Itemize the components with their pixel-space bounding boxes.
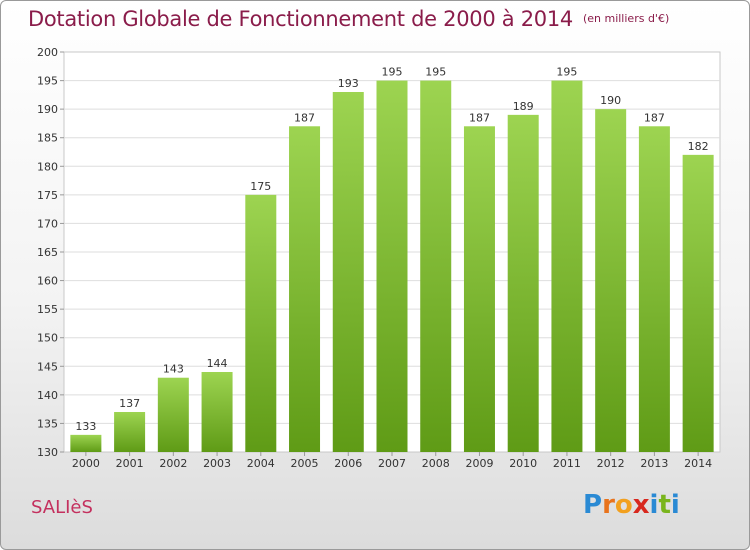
bar [463, 126, 495, 453]
x-tick-label: 2013 [640, 457, 668, 470]
x-axis-ticks: 2000 2001 2002 2003 2004 2005 2006 2007 2008 2009… [72, 452, 712, 470]
bar [507, 114, 539, 452]
bar-value-label: 193 [338, 77, 359, 90]
x-tick-label: 2002 [159, 457, 187, 470]
bar-value-label: 187 [294, 111, 315, 124]
x-tick-label: 2014 [684, 457, 712, 470]
y-tick-label: 150 [37, 332, 58, 345]
bar-value-label: 137 [119, 397, 140, 410]
bar [595, 109, 627, 453]
bar [289, 126, 321, 453]
y-axis-ticks: 130 135 140 145 150 155 160 165 170 175 180 185 190 1… [37, 46, 64, 459]
y-tick-label: 180 [37, 160, 58, 173]
x-tick-label: 2008 [422, 457, 450, 470]
bar [245, 194, 277, 452]
y-tick-label: 170 [37, 217, 58, 230]
bar-value-label: 187 [469, 111, 490, 124]
bar-value-label: 195 [556, 66, 577, 79]
logo-letter: i [649, 490, 659, 520]
y-tick-label: 175 [37, 189, 58, 202]
y-tick-label: 130 [37, 446, 58, 459]
bar-value-label: 143 [163, 363, 184, 376]
logo-letter: x [632, 490, 650, 520]
data-labels: 133 137 143 144 175 187 193 195 195 187 189 195 190 1… [75, 66, 708, 433]
x-tick-label: 2012 [597, 457, 625, 470]
y-tick-label: 200 [37, 46, 58, 59]
x-tick-label: 2001 [116, 457, 144, 470]
bar [682, 154, 714, 452]
chart-title: Dotation Globale de Fonctionnement de 20… [28, 7, 669, 31]
bar [332, 92, 364, 452]
bar-value-label: 175 [250, 180, 271, 193]
bar [157, 377, 189, 452]
bar [551, 80, 583, 453]
bar-value-label: 195 [425, 66, 446, 79]
x-tick-label: 2011 [553, 457, 581, 470]
chart-unit: (en milliers d'€) [582, 12, 670, 25]
x-tick-label: 2009 [465, 457, 493, 470]
bar [638, 126, 670, 453]
y-tick-label: 190 [37, 103, 58, 116]
proxiti-logo[interactable]: Proxiti [583, 490, 680, 520]
bar-value-label: 182 [688, 140, 709, 153]
bar [114, 412, 146, 452]
bar [376, 80, 408, 453]
y-tick-label: 140 [37, 389, 58, 402]
x-tick-label: 2005 [291, 457, 319, 470]
bar [70, 434, 102, 452]
y-tick-label: 155 [37, 303, 58, 316]
chart-title-text: Dotation Globale de Fonctionnement de 20… [28, 7, 573, 31]
x-tick-label: 2007 [378, 457, 406, 470]
y-tick-label: 160 [37, 275, 58, 288]
bar-value-label: 195 [382, 66, 403, 79]
logo-letter: i [670, 490, 680, 520]
x-tick-label: 2000 [72, 457, 100, 470]
y-tick-label: 145 [37, 360, 58, 373]
logo-letter: P [583, 490, 603, 520]
logo-letter: o [614, 490, 633, 520]
bar [420, 80, 452, 453]
bars [70, 80, 714, 453]
bar [201, 372, 233, 452]
logo-letter: r [602, 490, 615, 520]
bar-value-label: 189 [513, 100, 534, 113]
x-tick-label: 2006 [334, 457, 362, 470]
town-name: SALIèS [31, 497, 93, 518]
logo-letter: t [658, 490, 671, 520]
y-tick-label: 195 [37, 75, 58, 88]
bar-value-label: 187 [644, 111, 665, 124]
y-tick-label: 165 [37, 246, 58, 259]
bar-value-label: 144 [207, 357, 228, 370]
bar-value-label: 133 [75, 420, 96, 433]
x-tick-label: 2010 [509, 457, 537, 470]
bar-value-label: 190 [600, 94, 621, 107]
y-tick-label: 185 [37, 132, 58, 145]
x-tick-label: 2003 [203, 457, 231, 470]
y-tick-label: 135 [37, 417, 58, 430]
x-tick-label: 2004 [247, 457, 275, 470]
